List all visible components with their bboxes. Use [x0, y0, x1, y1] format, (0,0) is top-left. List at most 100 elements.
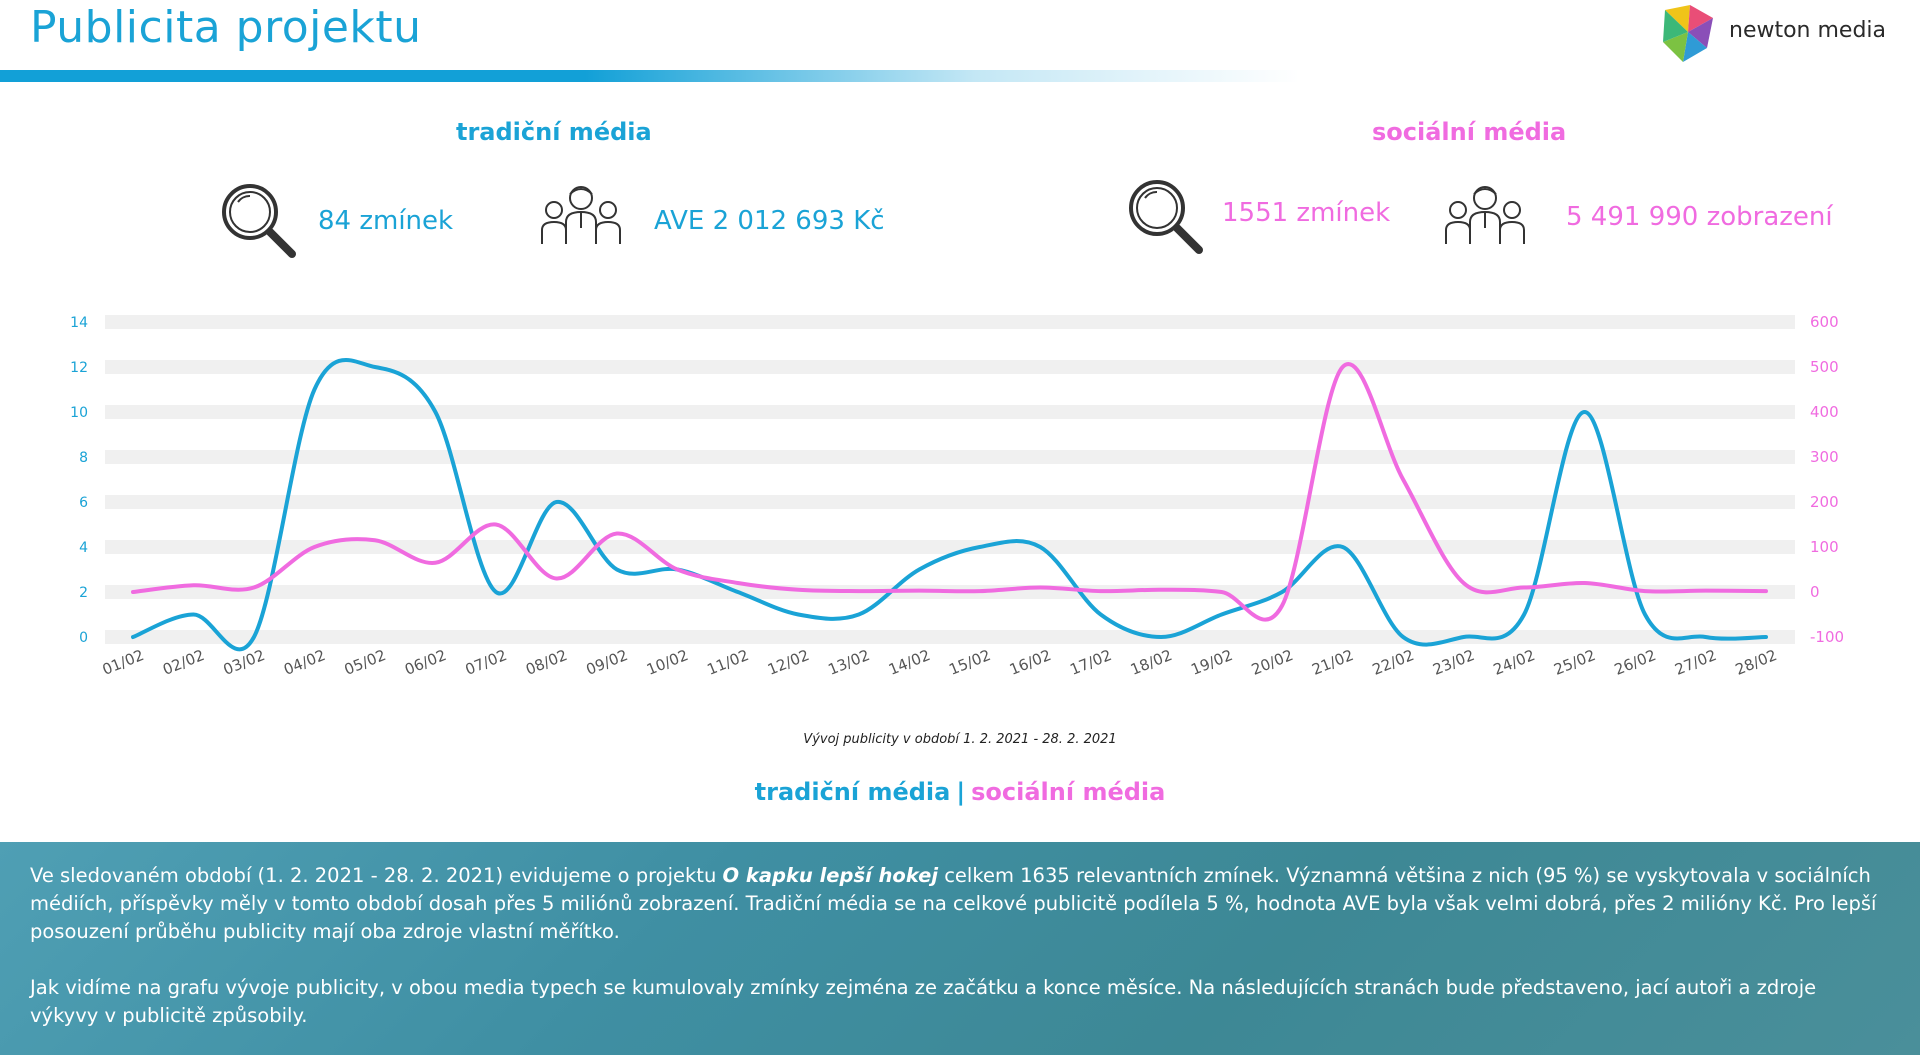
x-tick-label: 03/02: [221, 646, 268, 679]
data-point: [1341, 365, 1345, 369]
people-icon: [538, 182, 624, 250]
series-layer: [131, 357, 1768, 652]
data-point: [1583, 581, 1587, 585]
summary-paragraph-2: Jak vidíme na grafu vývoje publicity, v …: [30, 976, 1817, 1027]
right-tick-label: 400: [1810, 403, 1839, 421]
data-point: [615, 568, 619, 572]
data-point: [554, 500, 558, 504]
social-impressions: 5 491 990 zobrazení: [1566, 202, 1833, 232]
right-tick-label: 100: [1810, 538, 1839, 556]
data-point: [131, 590, 135, 594]
data-point: [857, 589, 861, 593]
x-tick-label: 26/02: [1612, 646, 1659, 679]
x-tick-label: 19/02: [1188, 646, 1235, 679]
series-line-traditional: [131, 357, 1768, 652]
x-tick-label: 08/02: [523, 646, 570, 679]
chart-caption: Vývoj publicity v období 1. 2. 2021 - 28…: [803, 732, 1117, 747]
data-point: [373, 365, 377, 369]
data-point: [433, 410, 437, 414]
social-media-title: sociální média: [1372, 118, 1567, 146]
x-tick-label: 23/02: [1430, 646, 1477, 679]
data-point: [1583, 410, 1587, 414]
data-point: [494, 590, 498, 594]
x-tick-label: 01/02: [100, 646, 147, 679]
x-tick-label: 27/02: [1672, 646, 1719, 679]
left-axis: 0 2 4 6 8 10 12 14: [70, 315, 88, 646]
data-point: [1643, 589, 1647, 593]
data-point: [1462, 635, 1466, 639]
x-tick-label: 07/02: [463, 646, 510, 679]
legend-traditional: tradiční média: [754, 778, 951, 806]
data-point: [373, 538, 377, 542]
data-point: [615, 532, 619, 536]
traditional-mentions: 84 zmínek: [318, 206, 454, 236]
data-point: [1704, 589, 1708, 593]
summary-panel: Ve sledovaném období (1. 2. 2021 - 28. 2…: [0, 842, 1920, 1055]
data-point: [736, 581, 740, 585]
magnifier-icon: [218, 180, 298, 264]
x-tick-label: 21/02: [1309, 646, 1356, 679]
left-tick-label: 8: [79, 450, 88, 466]
x-tick-label: 04/02: [281, 646, 328, 679]
newton-media-logo: newton media: [1655, 0, 1905, 70]
data-point: [1280, 590, 1284, 594]
data-point: [494, 523, 498, 527]
summary-text: celkem 1635 relevantních zmínek. Významn…: [30, 864, 1877, 943]
data-point: [857, 613, 861, 617]
data-point: [675, 568, 679, 572]
data-point: [1401, 478, 1405, 482]
left-tick-label: 2: [79, 585, 88, 601]
x-tick-label: 10/02: [644, 646, 691, 679]
x-tick-label: 13/02: [825, 646, 872, 679]
data-point: [252, 586, 256, 590]
series-line-social: [131, 362, 1768, 622]
x-tick-label: 28/02: [1733, 646, 1780, 679]
x-tick-label: 24/02: [1491, 646, 1538, 679]
left-tick-label: 6: [79, 495, 88, 511]
gridline: [105, 360, 1795, 374]
social-mentions: 1551 zmínek: [1222, 198, 1391, 228]
data-point: [554, 577, 558, 581]
gridline: [105, 315, 1795, 329]
x-tick-label: 17/02: [1067, 646, 1114, 679]
right-tick-label: 500: [1810, 358, 1839, 376]
gridline: [105, 630, 1795, 644]
summary-text: Ve sledovaném období (1. 2. 2021 - 28. 2…: [30, 864, 723, 887]
x-tick-label: 14/02: [886, 646, 933, 679]
data-point: [312, 388, 316, 392]
data-point: [1704, 635, 1708, 639]
left-tick-label: 14: [70, 315, 88, 331]
data-point: [1038, 586, 1042, 590]
right-tick-label: 0: [1810, 583, 1820, 601]
x-tick-label: 11/02: [705, 646, 752, 679]
right-tick-label: 600: [1810, 313, 1839, 331]
legend-separator: |: [956, 778, 966, 806]
data-point: [1159, 635, 1163, 639]
x-tick-label: 02/02: [160, 646, 207, 679]
data-point: [1764, 589, 1768, 593]
logo-text: newton media: [1729, 18, 1887, 43]
data-point: [1220, 590, 1224, 594]
data-point: [1159, 588, 1163, 592]
right-tick-label: -100: [1810, 628, 1844, 646]
legend-social: sociální média: [971, 778, 1166, 806]
data-point: [1522, 586, 1526, 590]
chart-legend: tradiční média | sociální média: [0, 778, 1920, 806]
data-point: [191, 613, 195, 617]
left-tick-label: 4: [79, 540, 88, 556]
x-tick-label: 12/02: [765, 646, 812, 679]
magnifier-icon: [1125, 176, 1205, 260]
publicity-line-chart: 0 2 4 6 8 10 12 14 -100 0 100 200 300 400 500 600 01/0…: [70, 313, 1844, 679]
traditional-media-title: tradiční média: [456, 118, 652, 146]
x-tick-label: 05/02: [342, 646, 389, 679]
people-icon: [1442, 182, 1528, 250]
data-point: [1099, 589, 1103, 593]
title-underline: [0, 70, 1300, 82]
data-point: [1462, 581, 1466, 585]
data-point: [796, 588, 800, 592]
x-tick-label: 20/02: [1249, 646, 1296, 679]
data-point: [1522, 613, 1526, 617]
data-point: [131, 635, 135, 639]
right-tick-label: 300: [1810, 448, 1839, 466]
x-tick-label: 22/02: [1370, 646, 1417, 679]
